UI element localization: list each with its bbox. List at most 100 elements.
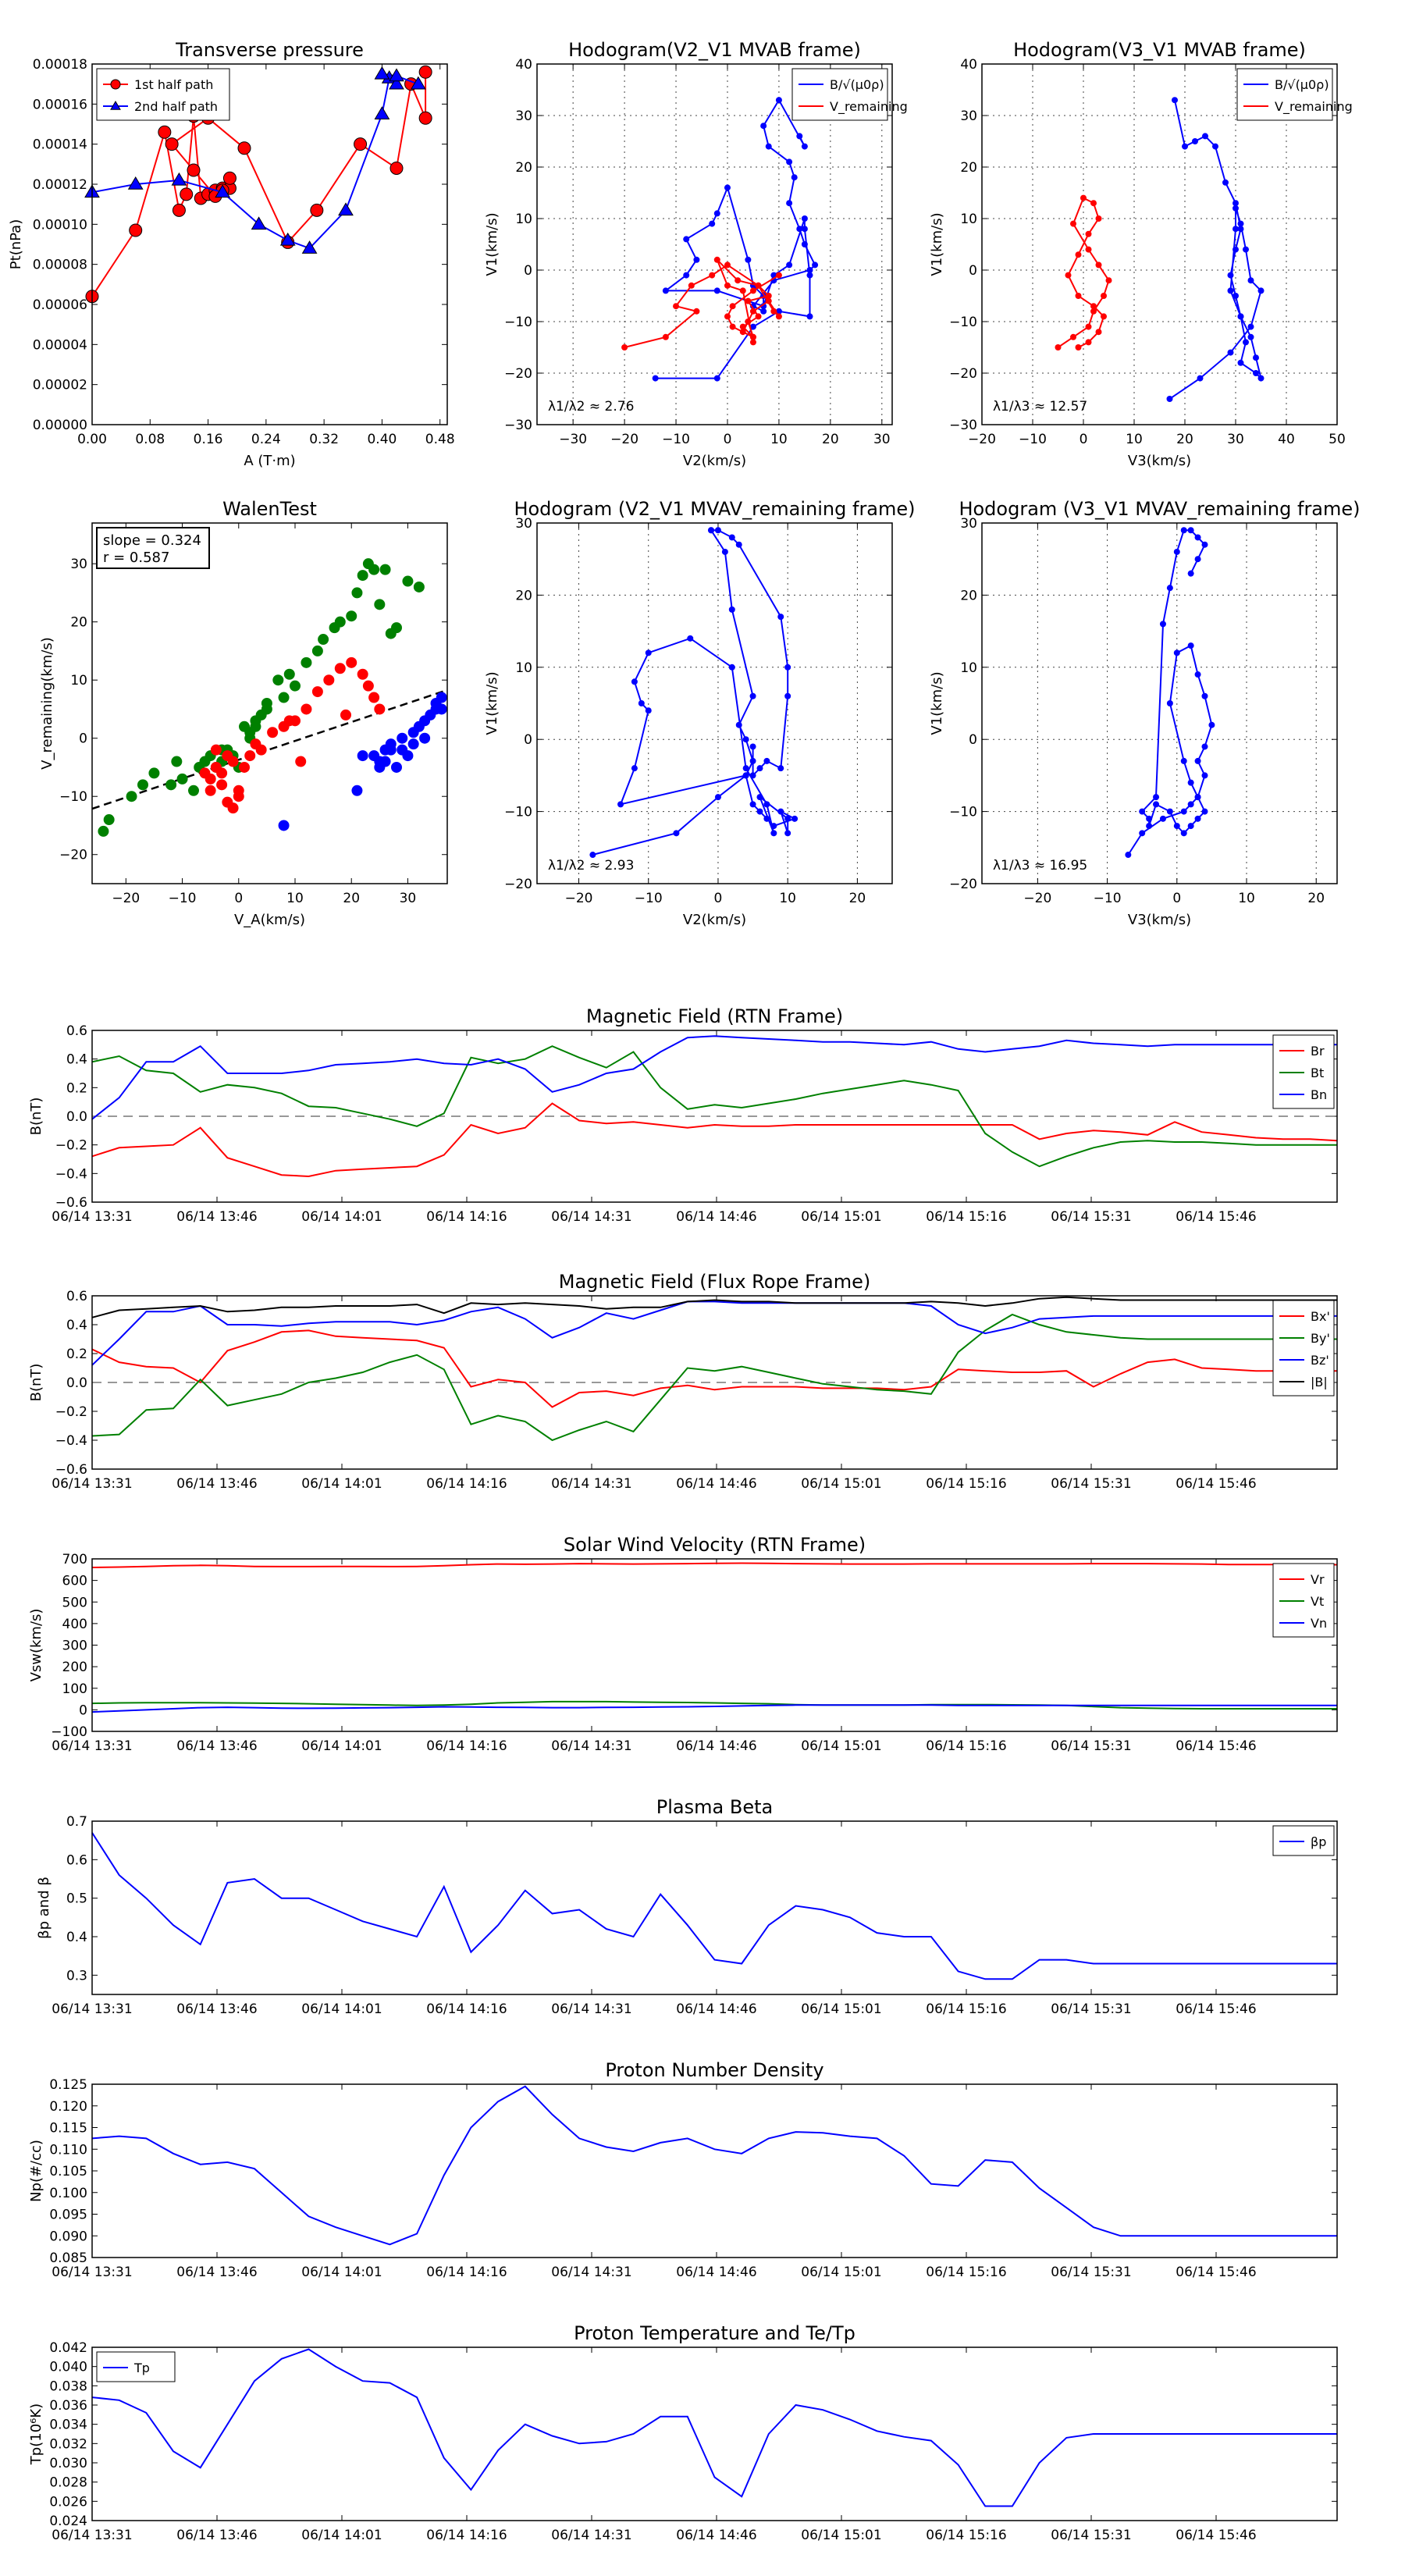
x-tick-label: 40 bbox=[1278, 432, 1295, 447]
data-point bbox=[645, 707, 652, 714]
data-point bbox=[1090, 303, 1097, 310]
data-point bbox=[763, 801, 770, 808]
legend-box bbox=[96, 68, 230, 121]
data-point bbox=[713, 210, 720, 217]
data-point bbox=[250, 720, 261, 732]
data-point bbox=[1247, 333, 1254, 340]
data-point bbox=[1237, 226, 1244, 233]
series-line bbox=[655, 98, 816, 379]
data-point bbox=[724, 262, 731, 269]
y-axis-label: V_remaining(km/s) bbox=[39, 637, 55, 770]
data-point bbox=[749, 339, 756, 346]
data-point bbox=[295, 756, 307, 767]
data-point bbox=[1070, 220, 1076, 227]
data-point bbox=[1237, 220, 1244, 227]
x-tick-label: 06/14 13:31 bbox=[52, 2265, 132, 2280]
data-point bbox=[1085, 246, 1092, 253]
data-point bbox=[357, 668, 368, 680]
y-tick-label: −20 bbox=[949, 366, 977, 382]
data-point bbox=[1194, 757, 1201, 764]
data-point bbox=[708, 527, 715, 534]
data-point bbox=[1237, 359, 1244, 366]
y-axis-label: B(nT) bbox=[28, 1098, 44, 1136]
x-axis-label: V_A(km/s) bbox=[234, 912, 305, 928]
data-point bbox=[1194, 794, 1201, 801]
x-tick-label: 06/14 14:31 bbox=[551, 2265, 631, 2280]
data-point bbox=[171, 756, 183, 767]
y-tick-label: 0 bbox=[79, 731, 87, 747]
data-point bbox=[662, 287, 669, 294]
data-point bbox=[436, 692, 447, 703]
data-point bbox=[171, 172, 187, 186]
data-point bbox=[645, 649, 652, 656]
stats-text: r = 0.587 bbox=[103, 550, 169, 566]
x-tick-label: 0.24 bbox=[251, 432, 281, 447]
data-point bbox=[791, 815, 799, 822]
x-tick-label: 06/14 14:31 bbox=[551, 1476, 631, 1492]
series-line bbox=[91, 1700, 1337, 1710]
data-point bbox=[1227, 272, 1234, 279]
data-point bbox=[1085, 339, 1092, 346]
data-point bbox=[756, 765, 763, 772]
data-point bbox=[1243, 246, 1249, 253]
ratio-annotation: λ1/λ2 ≈ 2.93 bbox=[548, 858, 634, 873]
data-point bbox=[749, 801, 756, 808]
x-tick-label: −20 bbox=[112, 891, 140, 906]
data-point bbox=[770, 308, 777, 315]
chart-title: Magnetic Field (RTN Frame) bbox=[586, 1005, 843, 1027]
data-point bbox=[784, 830, 791, 837]
data-point bbox=[806, 272, 813, 279]
y-tick-label: −100 bbox=[51, 1724, 87, 1740]
legend-label: Bx' bbox=[1311, 1309, 1330, 1324]
x-tick-label: 06/14 15:46 bbox=[1176, 1209, 1256, 1225]
plot-frame bbox=[91, 1820, 1338, 1995]
data-point bbox=[397, 732, 408, 744]
x-tick-label: 06/14 14:16 bbox=[426, 1476, 507, 1492]
plot-frame bbox=[91, 2083, 1338, 2258]
data-point bbox=[638, 700, 645, 706]
chart-title: Hodogram(V2_V1 MVAB frame) bbox=[568, 39, 861, 61]
legend-box bbox=[1236, 68, 1333, 121]
data-point bbox=[801, 241, 808, 247]
y-tick-label: 30 bbox=[515, 109, 532, 124]
x-tick-label: 0.00 bbox=[77, 432, 107, 447]
x-tick-label: 06/14 15:01 bbox=[801, 1209, 881, 1225]
y-tick-label: −10 bbox=[949, 315, 977, 330]
x-tick-label: 50 bbox=[1329, 432, 1346, 447]
data-point bbox=[721, 548, 728, 555]
data-point bbox=[1070, 333, 1076, 340]
x-tick-label: 20 bbox=[1176, 432, 1193, 447]
x-tick-label: 06/14 15:46 bbox=[1176, 1476, 1256, 1492]
y-tick-label: 0.125 bbox=[49, 2077, 87, 2093]
y-tick-label: −20 bbox=[504, 366, 532, 382]
x-tick-label: 10 bbox=[779, 891, 796, 906]
y-tick-label: 30 bbox=[960, 109, 977, 124]
x-tick-label: 06/14 15:01 bbox=[801, 2001, 881, 2017]
series-line bbox=[91, 1296, 1337, 1318]
x-tick-label: −30 bbox=[559, 432, 587, 447]
data-point bbox=[418, 65, 432, 79]
x-tick-label: 06/14 13:31 bbox=[52, 1476, 132, 1492]
data-point bbox=[735, 541, 742, 548]
data-point bbox=[1247, 277, 1254, 284]
x-tick-label: 10 bbox=[286, 891, 304, 906]
y-tick-label: 10 bbox=[515, 660, 532, 676]
legend-label: V_remaining bbox=[830, 99, 908, 115]
y-tick-label: 0.038 bbox=[49, 2379, 87, 2394]
data-point bbox=[1201, 743, 1208, 750]
x-tick-label: 06/14 14:46 bbox=[676, 2265, 756, 2280]
data-point bbox=[770, 830, 777, 837]
data-point bbox=[1095, 329, 1102, 336]
data-point bbox=[739, 329, 746, 336]
y-tick-label: −10 bbox=[59, 789, 87, 805]
data-point bbox=[1202, 133, 1208, 140]
data-point bbox=[1187, 570, 1194, 577]
y-tick-label: 0 bbox=[969, 732, 977, 748]
data-point bbox=[110, 101, 121, 110]
chart-title: Hodogram (V3_V1 MVAV_remaining frame) bbox=[959, 498, 1360, 520]
data-point bbox=[255, 744, 267, 756]
data-point bbox=[410, 76, 426, 90]
x-tick-label: 06/14 15:16 bbox=[926, 2528, 1006, 2543]
data-point bbox=[216, 779, 228, 791]
data-point bbox=[739, 287, 746, 294]
